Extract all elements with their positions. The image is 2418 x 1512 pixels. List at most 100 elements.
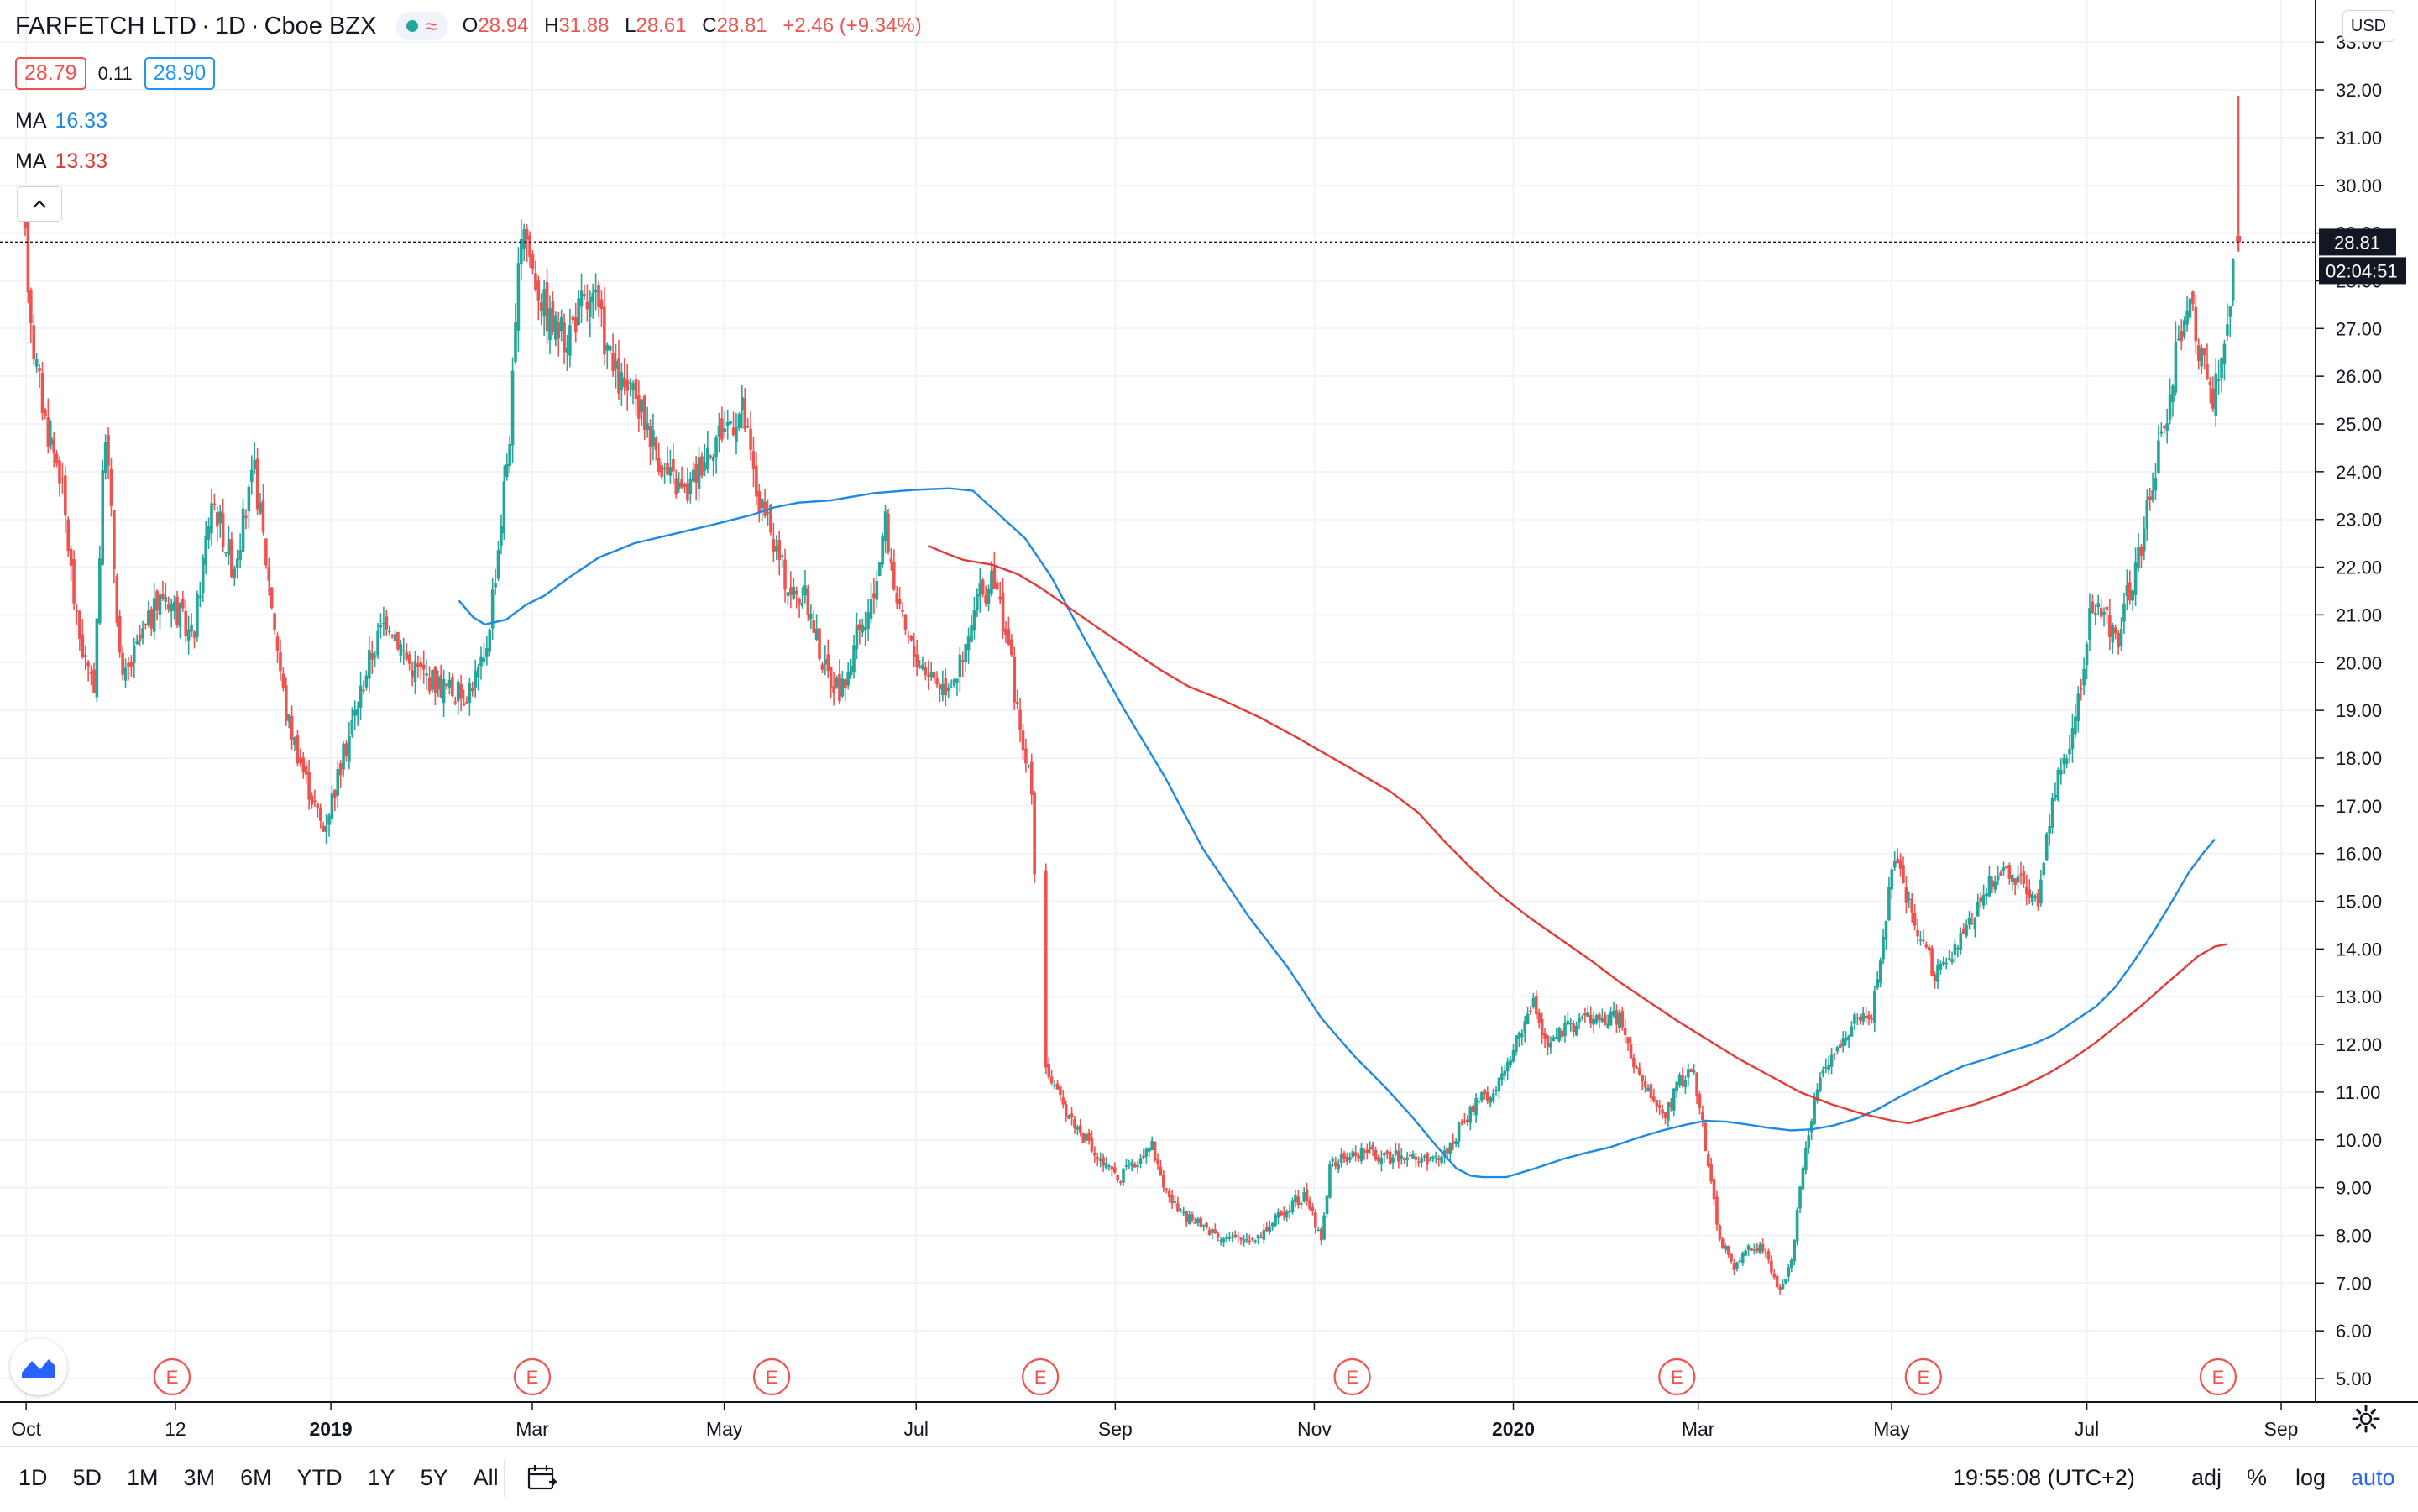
candle-body [207, 526, 211, 541]
candle-body [1557, 1028, 1561, 1041]
sell-button[interactable]: 28.79 [15, 57, 86, 90]
candle-body [1339, 1154, 1343, 1164]
range-button-1m[interactable]: 1M [127, 1465, 159, 1490]
candle-body [307, 772, 311, 800]
candle-body [1411, 1154, 1415, 1159]
candle-body [743, 398, 747, 430]
candle-body [1133, 1164, 1137, 1168]
range-button-5d[interactable]: 5D [72, 1465, 102, 1490]
candle-body [60, 478, 65, 480]
candle-body [725, 421, 730, 426]
symbol-name[interactable]: FARFETCH LTD [15, 12, 197, 39]
candle-body [299, 757, 302, 764]
range-button-1y[interactable]: 1Y [367, 1465, 395, 1490]
range-button-3m[interactable]: 3M [183, 1465, 216, 1490]
candle-body [1316, 1229, 1321, 1232]
candle-body [800, 602, 804, 606]
earnings-marker-label: E [2212, 1367, 2225, 1388]
candle-body [1927, 946, 1931, 951]
candle-body [1566, 1020, 1570, 1025]
calendar-icon[interactable] [526, 1463, 559, 1494]
y-tick-label: 9.00 [2336, 1178, 2372, 1199]
log-scale-toggle[interactable]: log [2295, 1465, 2326, 1490]
candle-body [488, 629, 492, 652]
y-tick-label: 17.00 [2336, 796, 2382, 817]
earnings-marker-label: E [1671, 1367, 1683, 1388]
candle-body [490, 589, 495, 629]
candle-body [1233, 1234, 1238, 1237]
candle-body [909, 636, 913, 641]
candle-body [646, 423, 649, 431]
candle-body [348, 735, 351, 762]
market-open-dot-icon [406, 20, 419, 32]
candle-body [2202, 348, 2206, 356]
interval-label[interactable]: 1D [214, 12, 246, 39]
candle-body [1288, 1210, 1291, 1213]
candle-body [462, 703, 466, 706]
candle-body [972, 610, 976, 631]
range-button-5y[interactable]: 5Y [420, 1465, 448, 1490]
timezone-clock[interactable]: 19:55:08 (UTC+2) [1953, 1465, 2135, 1490]
auto-scale-toggle[interactable]: auto [2351, 1465, 2395, 1490]
candle-body [1535, 995, 1538, 1015]
ma-legend-slow[interactable]: MA 13.33 [15, 149, 107, 174]
candle-body [666, 463, 669, 475]
candle-body [1112, 1167, 1117, 1173]
candle-body [809, 613, 813, 620]
x-tick-label: Oct [11, 1418, 41, 1440]
adjust-toggle[interactable]: adj [2191, 1465, 2222, 1490]
candle-body [1437, 1158, 1441, 1160]
candle-body [1079, 1125, 1082, 1133]
candle-body [720, 418, 724, 440]
candle-body [648, 426, 652, 447]
candle-body [1466, 1119, 1469, 1122]
range-button-ytd[interactable]: YTD [296, 1465, 343, 1490]
settings-gear-icon[interactable] [2351, 1404, 2381, 1434]
candle-body [1778, 1286, 1782, 1290]
buy-button[interactable]: 28.90 [144, 57, 216, 90]
x-tick-label: 2020 [1492, 1418, 1535, 1440]
range-button-6m[interactable]: 6M [240, 1465, 272, 1490]
candle-body [652, 430, 655, 447]
candle-body [840, 678, 845, 697]
candle-body [2079, 688, 2083, 690]
candle-body [485, 648, 489, 657]
candle-body [1353, 1152, 1358, 1156]
currency-unit-button[interactable]: USD [2342, 10, 2394, 42]
ma-legend-fast[interactable]: MA 16.33 [15, 109, 107, 133]
candle-body [1663, 1112, 1667, 1119]
candle-body [577, 298, 580, 326]
candle-body [1922, 939, 1925, 942]
collapse-legend-button[interactable] [17, 186, 62, 222]
candle-body [496, 550, 500, 579]
candle-body [766, 512, 770, 514]
tradingview-logo-icon[interactable] [10, 1338, 67, 1395]
y-tick-label: 19.00 [2336, 700, 2382, 721]
range-button-all[interactable]: All [473, 1465, 499, 1490]
range-button-1d[interactable]: 1D [18, 1465, 48, 1490]
candle-body [1744, 1250, 1747, 1256]
candle-body [1976, 902, 1980, 917]
candle-body [2010, 874, 2014, 882]
candle-body [889, 558, 893, 563]
candle-body [634, 379, 638, 399]
percent-scale-toggle[interactable]: % [2247, 1465, 2268, 1490]
candle-body [1451, 1141, 1455, 1144]
candle-body [901, 609, 904, 612]
candle-body [614, 360, 618, 369]
candle-body [1546, 1035, 1550, 1048]
price-chart[interactable]: E E E E E E E E 5.00 6.00 7.00 8.00 9.00 10.00 11.00 1… [0, 0, 2418, 1446]
candle-body [2180, 331, 2184, 342]
candle-body [1991, 880, 1994, 887]
market-status-badge[interactable]: ≈ [396, 12, 447, 40]
candle-body [1345, 1156, 1349, 1162]
candle-body [588, 296, 592, 317]
candle-body [2102, 611, 2106, 616]
candle-body [1259, 1237, 1263, 1238]
candle-body [1428, 1159, 1432, 1161]
candle-body [468, 683, 472, 704]
earnings-marker-label: E [166, 1367, 179, 1388]
candle-body [1049, 1076, 1054, 1084]
candle-body [2157, 440, 2160, 473]
candle-body [1205, 1222, 1208, 1228]
